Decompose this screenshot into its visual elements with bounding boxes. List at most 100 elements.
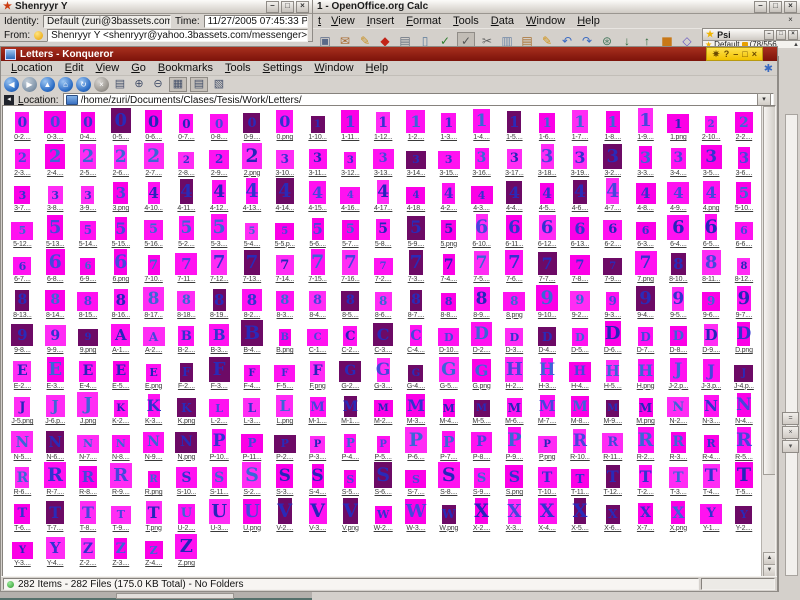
file-item[interactable]: D D.png xyxy=(728,320,761,356)
file-item[interactable]: U U-3.... xyxy=(203,498,236,534)
back-icon[interactable]: ◀ xyxy=(4,77,19,92)
file-item[interactable]: 2 2-4.... xyxy=(39,143,72,179)
file-item[interactable]: 7 7-9.... xyxy=(596,249,629,285)
file-item[interactable]: J J-2.p... xyxy=(662,356,695,392)
vertical-scrollbar[interactable]: ▲ ▼ xyxy=(761,106,775,577)
file-item[interactable]: G G-5.... xyxy=(432,356,465,392)
file-item[interactable]: 1 1-8.... xyxy=(596,107,629,143)
stop-icon[interactable]: × xyxy=(94,77,109,92)
file-item[interactable]: 9 9-2.... xyxy=(564,285,597,321)
file-item[interactable]: 3 3-10... xyxy=(268,143,301,179)
sort-descending-icon[interactable]: ↑ xyxy=(644,34,650,48)
file-item[interactable]: E E-2.... xyxy=(6,356,39,392)
file-item[interactable]: 1 1.png xyxy=(662,107,695,143)
file-item[interactable]: 1 1-7.... xyxy=(564,107,597,143)
file-item[interactable]: 8 8-6.... xyxy=(367,285,400,321)
file-item[interactable]: N N-7.... xyxy=(72,427,105,463)
file-item[interactable]: Y Y-2.... xyxy=(728,498,761,534)
calc-scroll-grip[interactable]: = xyxy=(782,412,799,425)
calc-menu-window[interactable]: Window xyxy=(526,15,566,27)
maximize-button[interactable]: □ xyxy=(742,49,748,59)
from-field[interactable]: Shenryyr Y <shenryyr@yahoo.3bassets.com/… xyxy=(47,28,308,42)
file-item[interactable]: 7 7-12... xyxy=(203,249,236,285)
file-item[interactable]: 1 1-5.... xyxy=(498,107,531,143)
file-item[interactable]: J J.png xyxy=(72,391,105,427)
file-item[interactable]: X X-6.... xyxy=(596,498,629,534)
file-item[interactable]: A A-2.... xyxy=(137,320,170,356)
redo-icon[interactable]: ↷ xyxy=(581,34,593,48)
calc-menu-view[interactable]: View xyxy=(331,15,355,27)
calc-scroll-button[interactable]: × xyxy=(782,426,799,439)
file-item[interactable]: 4 4-8.... xyxy=(629,178,662,214)
cut-icon[interactable]: ✂ xyxy=(481,34,493,48)
file-item[interactable]: 6 6-13... xyxy=(564,214,597,250)
file-item[interactable]: 5 5-12... xyxy=(6,214,39,250)
file-item[interactable]: N N-3.... xyxy=(695,391,728,427)
file-item[interactable]: 6 6-4.... xyxy=(662,214,695,250)
file-item[interactable]: 7 7-16... xyxy=(334,249,367,285)
file-item[interactable]: R R-10... xyxy=(564,427,597,463)
file-item[interactable]: 6 6-3.... xyxy=(629,214,662,250)
file-item[interactable]: X X-7.... xyxy=(629,498,662,534)
file-item[interactable]: 7 7-2.... xyxy=(367,249,400,285)
file-item[interactable]: 6 6-5.... xyxy=(695,213,728,250)
messenger-minimize-button[interactable]: – xyxy=(266,0,279,13)
file-item[interactable]: 7 7-6.... xyxy=(498,249,531,285)
psi-scroll-up-icon[interactable]: ▲ xyxy=(793,41,799,48)
file-item[interactable]: N N-5.... xyxy=(6,427,39,463)
export-pdf-icon[interactable]: ◆ xyxy=(380,34,390,48)
konq-menu-bookmarks[interactable]: Bookmarks xyxy=(157,62,213,74)
konq-menu-help[interactable]: Help xyxy=(365,62,389,74)
file-item[interactable]: R R-8.... xyxy=(72,462,105,498)
page-preview-icon[interactable]: ▯ xyxy=(421,34,429,48)
file-item[interactable]: 9 9.png xyxy=(72,320,105,356)
scrollbar-thumb[interactable] xyxy=(763,106,775,476)
file-item[interactable]: P P-7.... xyxy=(432,427,465,463)
psi-close-button[interactable]: × xyxy=(788,29,798,40)
file-item[interactable]: 1 1-9.... xyxy=(629,107,662,143)
calc-menu-clipped[interactable]: t xyxy=(318,15,322,27)
file-item[interactable]: M M.png xyxy=(629,391,662,427)
file-item[interactable]: S S-10... xyxy=(170,462,203,498)
calc-menu-help[interactable]: Help xyxy=(577,15,600,27)
file-item[interactable]: 0 0-2.... xyxy=(6,107,39,143)
forward-icon[interactable]: ▶ xyxy=(22,77,37,92)
file-item[interactable]: 2 2-5.... xyxy=(72,143,105,179)
minimize-button[interactable]: – xyxy=(733,49,739,59)
file-item[interactable]: L L-3.... xyxy=(236,391,269,427)
file-item[interactable]: C C-2.... xyxy=(334,320,367,356)
file-item[interactable]: N N-6.... xyxy=(39,427,72,463)
calc-menu-data[interactable]: Data xyxy=(490,15,515,27)
file-item[interactable]: 7 7-8.... xyxy=(564,249,597,285)
file-item[interactable]: 8 8-18... xyxy=(170,285,203,321)
file-item[interactable]: 3 3-5.... xyxy=(695,143,728,179)
file-item[interactable]: 3 3-9.... xyxy=(72,178,105,214)
file-item[interactable]: S S-7.... xyxy=(400,462,433,498)
file-item[interactable]: 3 3-17... xyxy=(498,143,531,179)
file-item[interactable]: H H-4.... xyxy=(564,356,597,392)
file-item[interactable]: 0 0-7.... xyxy=(170,107,203,143)
file-item[interactable]: S S-6.... xyxy=(367,462,400,498)
file-item[interactable]: M M-4.... xyxy=(432,391,465,427)
file-item[interactable]: T T.png xyxy=(137,498,170,534)
file-item[interactable]: 3 3-12... xyxy=(334,143,367,179)
time-field[interactable]: 11/27/2005 07:45:33 PM xyxy=(203,14,308,28)
file-item[interactable]: R R-11... xyxy=(596,427,629,463)
file-item[interactable]: S S-2.... xyxy=(236,462,269,498)
file-item[interactable]: M M-1.... xyxy=(334,391,367,427)
file-item[interactable]: 5 5-4.... xyxy=(236,214,269,250)
icon-view-icon[interactable]: ▦ xyxy=(169,77,187,92)
file-item[interactable]: T T-8.... xyxy=(72,498,105,534)
file-item[interactable]: G G-4.... xyxy=(400,356,433,392)
file-item[interactable]: T T-6.... xyxy=(6,498,39,534)
file-item[interactable]: Y Y-3.... xyxy=(6,533,39,569)
file-item[interactable]: R R-3.... xyxy=(662,427,695,463)
draw-icon[interactable]: ◇ xyxy=(682,34,692,48)
file-item[interactable]: 3 3.png xyxy=(104,178,137,214)
file-item[interactable]: 5 5-6.... xyxy=(301,214,334,250)
file-item[interactable]: T T-7.... xyxy=(39,498,72,534)
file-item[interactable]: Y Y-1.... xyxy=(695,498,728,534)
file-item[interactable]: J J-5.png xyxy=(6,391,39,427)
file-item[interactable]: T T-10... xyxy=(531,462,564,498)
file-item[interactable]: P P-4.... xyxy=(334,427,367,463)
